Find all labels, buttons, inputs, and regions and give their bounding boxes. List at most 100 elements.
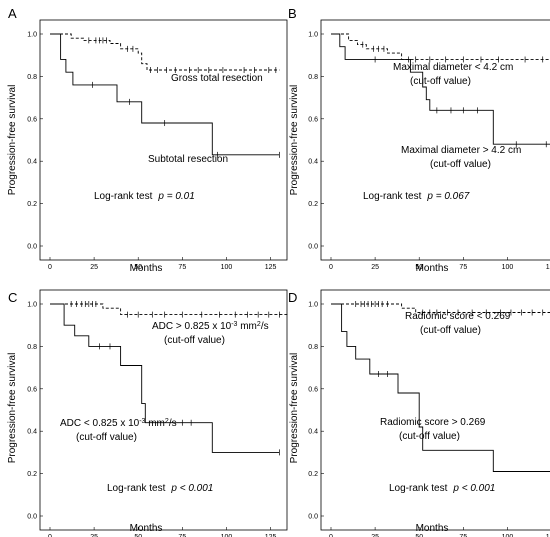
y-tick-label: 0.4 [27,429,37,436]
x-tick-label: 0 [48,534,52,537]
y-tick-label: 1.0 [308,32,318,39]
plot-frame [320,289,550,531]
panel-d: D 0.0 0.2 0.4 0.6 0.8 1.0 0 25 50 75 100 125 Progress… [288,289,550,537]
y-tick-label: 0.6 [27,386,37,393]
log-rank-label: Log-rank test [94,191,153,202]
p-value: p = 0.01 [157,191,194,202]
y-tick-label: 1.0 [27,302,37,309]
series-annotation: Radiomic score < 0.269 [405,311,511,322]
log-rank-label: Log-rank test [389,483,448,494]
x-tick-label: 50 [134,264,142,271]
x-axis-label: Months [416,263,449,274]
series-line-dashed [50,33,280,71]
x-tick-label: 125 [265,264,277,271]
plot-frame [320,19,550,261]
x-tick-label: 100 [502,534,514,537]
x-tick-label: 125 [265,534,277,537]
series-annotation: (cut-off value) [410,76,471,87]
log-rank-text: Log-rank test p = 0.01 [94,191,195,202]
series-line-dashed [331,33,550,60]
x-tick-label: 0 [329,264,333,271]
y-tick-label: 0.8 [308,74,318,81]
x-tick-label: 25 [90,264,98,271]
superscript: -3 [139,418,145,425]
p-value: p < 0.001 [452,483,495,494]
x-axis-label: Months [130,523,163,534]
plot-frame [39,289,288,531]
x-tick-label: 0 [329,534,333,537]
x-tick-label: 75 [178,264,186,271]
annotation-part: mm [237,321,256,332]
x-tick-label: 25 [90,534,98,537]
series-annotation: (cut-off value) [399,431,460,442]
y-tick-label: 0.4 [308,159,318,166]
log-rank-text: Log-rank test p < 0.001 [107,483,213,494]
x-tick-label: 0 [48,264,52,271]
y-tick-label: 0.4 [308,429,318,436]
y-tick-label: 0.6 [308,386,318,393]
x-tick-label: 75 [178,534,186,537]
series-annotation: Maximal diameter < 4.2 cm [393,62,513,73]
series-annotation: ADC < 0.825 x 10-3 mm2/s [60,418,177,430]
y-tick-label: 0.0 [308,514,318,521]
panel-a: A 0.0 0.2 0.4 0.6 0.8 1.0 0 25 50 75 100 125 Progress… [7,6,288,274]
panel-letter: D [288,290,297,305]
series-annotation: ADC > 0.825 x 10-3 mm2/s [152,321,269,333]
series-line-solid [331,303,550,472]
panel-letter: B [288,6,297,21]
y-tick-label: 0.0 [308,244,318,251]
y-axis-label: Progression-free survival [7,353,18,464]
x-tick-label: 125 [546,264,550,271]
x-tick-label: 100 [221,534,233,537]
annotation-part: mm [145,418,164,429]
x-tick-label: 50 [415,534,423,537]
y-tick-label: 0.2 [27,471,37,478]
x-tick-label: 25 [371,534,379,537]
log-rank-text: Log-rank test p < 0.001 [389,483,495,494]
y-tick-label: 1.0 [27,32,37,39]
series-annotation: (cut-off value) [76,432,137,443]
log-rank-label: Log-rank test [363,191,422,202]
y-tick-label: 0.8 [27,344,37,351]
series-annotation: Radiomic score > 0.269 [380,417,486,428]
series-annotation: (cut-off value) [164,335,225,346]
series-line-dashed [50,303,289,316]
y-tick-label: 0.6 [308,116,318,123]
log-rank-text: Log-rank test p = 0.067 [363,191,470,202]
x-tick-label: 100 [502,264,514,271]
y-axis-label: Progression-free survival [289,353,300,464]
superscript: 2 [165,418,169,425]
annotation-part: ADC > 0.825 x 10 [152,321,232,332]
series-annotation: (cut-off value) [430,159,491,170]
y-tick-label: 0.2 [308,471,318,478]
panel-letter: A [8,6,17,21]
series-line-solid [50,303,280,453]
p-value: p = 0.067 [426,191,469,202]
x-tick-label: 50 [134,534,142,537]
annotation-part: /s [169,418,177,429]
y-tick-label: 0.8 [27,74,37,81]
series-line-solid [50,33,280,156]
annotation-part: ADC < 0.825 x 10 [60,418,140,429]
x-tick-label: 75 [459,534,467,537]
x-tick-label: 125 [546,534,550,537]
y-tick-label: 1.0 [308,302,318,309]
series-line-dashed [331,303,550,313]
panel-letter: C [8,290,17,305]
x-tick-label: 75 [459,264,467,271]
superscript: -3 [231,321,237,328]
y-tick-label: 0.2 [308,201,318,208]
x-axis-label: Months [130,263,163,274]
panel-b: B 0.0 0.2 0.4 0.6 0.8 1.0 0 25 50 75 100 125 Progress… [288,6,550,274]
x-tick-label: 100 [221,264,233,271]
x-tick-label: 25 [371,264,379,271]
panel-c: C 0.0 0.2 0.4 0.6 0.8 1.0 0 25 50 75 100 125 Progress… [7,289,289,537]
y-axis-label: Progression-free survival [7,85,18,196]
log-rank-label: Log-rank test [107,483,166,494]
plot-frame [39,19,288,261]
x-tick-label: 50 [415,264,423,271]
y-tick-label: 0.2 [27,201,37,208]
y-tick-label: 0.4 [27,159,37,166]
superscript: 2 [257,321,261,328]
